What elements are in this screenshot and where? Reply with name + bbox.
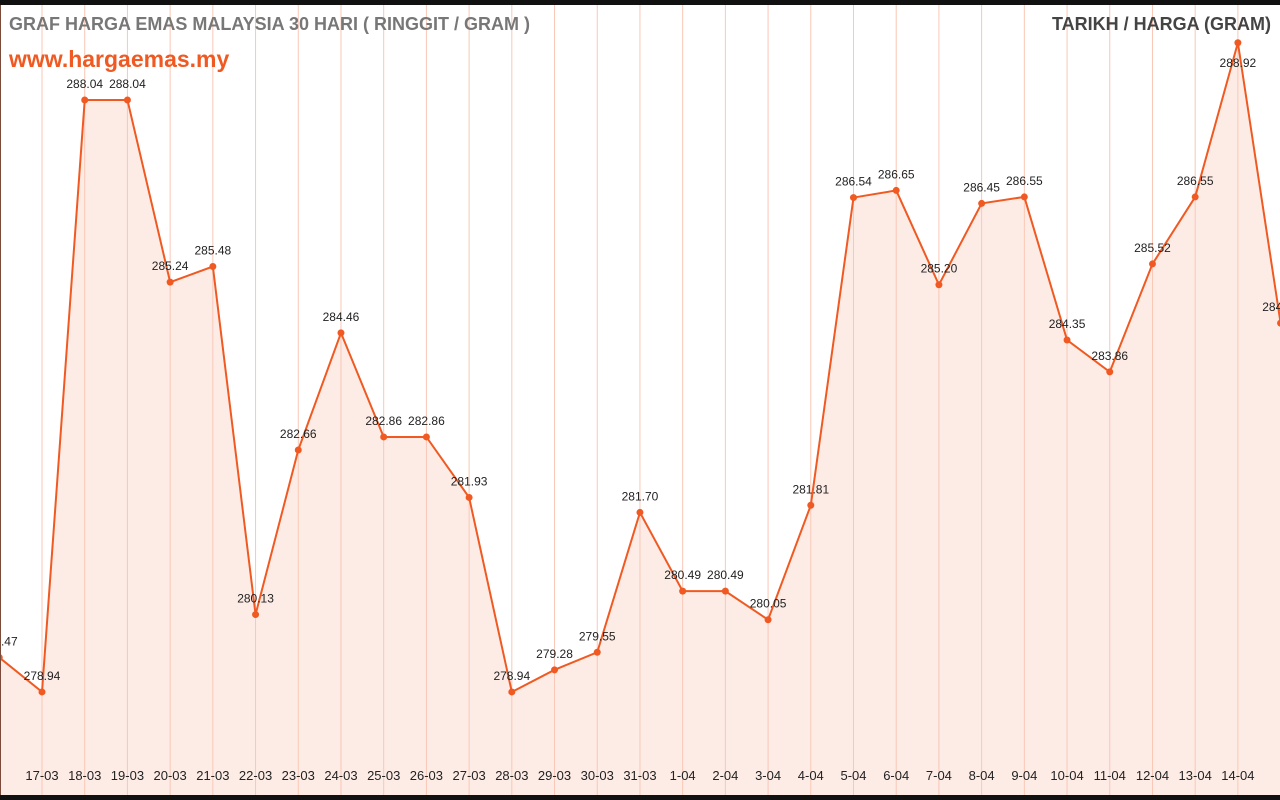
data-label: 279.28 — [536, 647, 573, 661]
website-link[interactable]: www.hargaemas.my — [9, 46, 230, 72]
chart-title: GRAF HARGA EMAS MALAYSIA 30 HARI ( RINGG… — [9, 14, 531, 34]
data-point — [764, 616, 772, 624]
data-point — [1234, 39, 1242, 47]
x-tick-label: 24-03 — [324, 768, 357, 783]
data-point — [81, 96, 89, 104]
data-point — [892, 186, 900, 194]
x-tick-label: 26-03 — [410, 768, 443, 783]
legend-label: TARIKH / HARGA (GRAM) — [1052, 14, 1271, 34]
x-tick-label: 13-04 — [1179, 768, 1212, 783]
data-label: 280.49 — [664, 568, 701, 582]
data-point — [422, 433, 430, 441]
x-tick-label: 2-04 — [712, 768, 738, 783]
data-point — [551, 666, 559, 674]
left-border — [0, 5, 1, 795]
data-label: 288.04 — [66, 77, 103, 91]
data-point — [593, 648, 601, 656]
data-point — [166, 278, 174, 286]
data-point — [978, 199, 986, 207]
data-point — [337, 329, 345, 337]
data-label: 281.70 — [622, 489, 659, 503]
data-point — [38, 688, 46, 696]
x-tick-label: 30-03 — [581, 768, 614, 783]
x-tick-label: 3-04 — [755, 768, 781, 783]
data-point — [1191, 193, 1199, 201]
data-label: 280.13 — [237, 592, 274, 606]
data-point — [1063, 336, 1071, 344]
data-label: 283.86 — [1091, 349, 1128, 363]
x-tick-label: 23-03 — [282, 768, 315, 783]
x-tick-label: 19-03 — [111, 768, 144, 783]
data-point — [935, 281, 943, 289]
data-label: 288.04 — [109, 77, 146, 91]
data-label: 279.55 — [579, 629, 616, 643]
data-label: 284.46 — [323, 310, 360, 324]
data-label: 285.24 — [152, 259, 189, 273]
data-point — [1277, 319, 1280, 327]
data-label: 286.54 — [835, 175, 872, 189]
data-point — [252, 611, 260, 619]
x-tick-label: 25-03 — [367, 768, 400, 783]
data-point — [508, 688, 516, 696]
data-label: 280.49 — [707, 568, 744, 582]
x-tick-label: 17-03 — [25, 768, 58, 783]
area-fill — [0, 42, 1280, 795]
data-point — [294, 446, 302, 454]
x-tick-label: 22-03 — [239, 768, 272, 783]
data-label: 282.66 — [280, 427, 317, 441]
x-tick-label: 4-04 — [798, 768, 824, 783]
bottom-bar — [0, 795, 1280, 800]
x-tick-label: 8-04 — [969, 768, 995, 783]
x-tick-label: 9-04 — [1011, 768, 1037, 783]
data-label: 285.20 — [921, 262, 958, 276]
x-tick-label: 20-03 — [154, 768, 187, 783]
data-point — [636, 508, 644, 516]
data-label: 284.35 — [1049, 317, 1086, 331]
x-tick-label: 1-04 — [670, 768, 696, 783]
x-tick-label: 11-04 — [1094, 768, 1126, 783]
data-label: 286.55 — [1006, 174, 1043, 188]
data-label: 278.94 — [493, 669, 530, 683]
data-label: 280.05 — [750, 597, 787, 611]
x-tick-label: 12-04 — [1136, 768, 1169, 783]
data-label: 279.47 — [0, 634, 18, 648]
x-tick-label: 18-03 — [68, 768, 101, 783]
x-tick-label: 31-03 — [623, 768, 656, 783]
data-label: 285.48 — [194, 244, 231, 258]
x-tick-label: 7-04 — [926, 768, 952, 783]
data-label: 286.55 — [1177, 174, 1214, 188]
data-label: 282.86 — [408, 414, 445, 428]
data-point — [807, 501, 815, 509]
data-point — [123, 96, 131, 104]
x-tick-label: 10-04 — [1050, 768, 1083, 783]
x-tick-label: 28-03 — [495, 768, 528, 783]
top-bar — [0, 0, 1280, 5]
x-tick-label: 5-04 — [840, 768, 866, 783]
data-label: 286.45 — [963, 180, 1000, 194]
data-label: 282.86 — [365, 414, 402, 428]
data-point — [380, 433, 388, 441]
data-point — [209, 263, 217, 271]
data-point — [465, 493, 473, 501]
data-label: 278.94 — [24, 669, 61, 683]
x-tick-label: 27-03 — [452, 768, 485, 783]
data-label: 288.92 — [1220, 56, 1257, 70]
x-tick-label: 21-03 — [196, 768, 229, 783]
x-tick-label: 29-03 — [538, 768, 571, 783]
data-point — [1148, 260, 1156, 268]
data-point — [1020, 193, 1028, 201]
data-point — [721, 587, 729, 595]
x-tick-label: 14-04 — [1221, 768, 1254, 783]
data-label: 286.65 — [878, 167, 915, 181]
data-label: 285.52 — [1134, 241, 1171, 255]
data-label: 281.93 — [451, 474, 488, 488]
data-label: 284.61 — [1262, 300, 1280, 314]
x-tick-label: 6-04 — [883, 768, 909, 783]
data-point — [850, 194, 857, 202]
data-point — [1106, 368, 1114, 376]
data-label: 281.81 — [792, 482, 829, 496]
data-point — [679, 587, 687, 595]
